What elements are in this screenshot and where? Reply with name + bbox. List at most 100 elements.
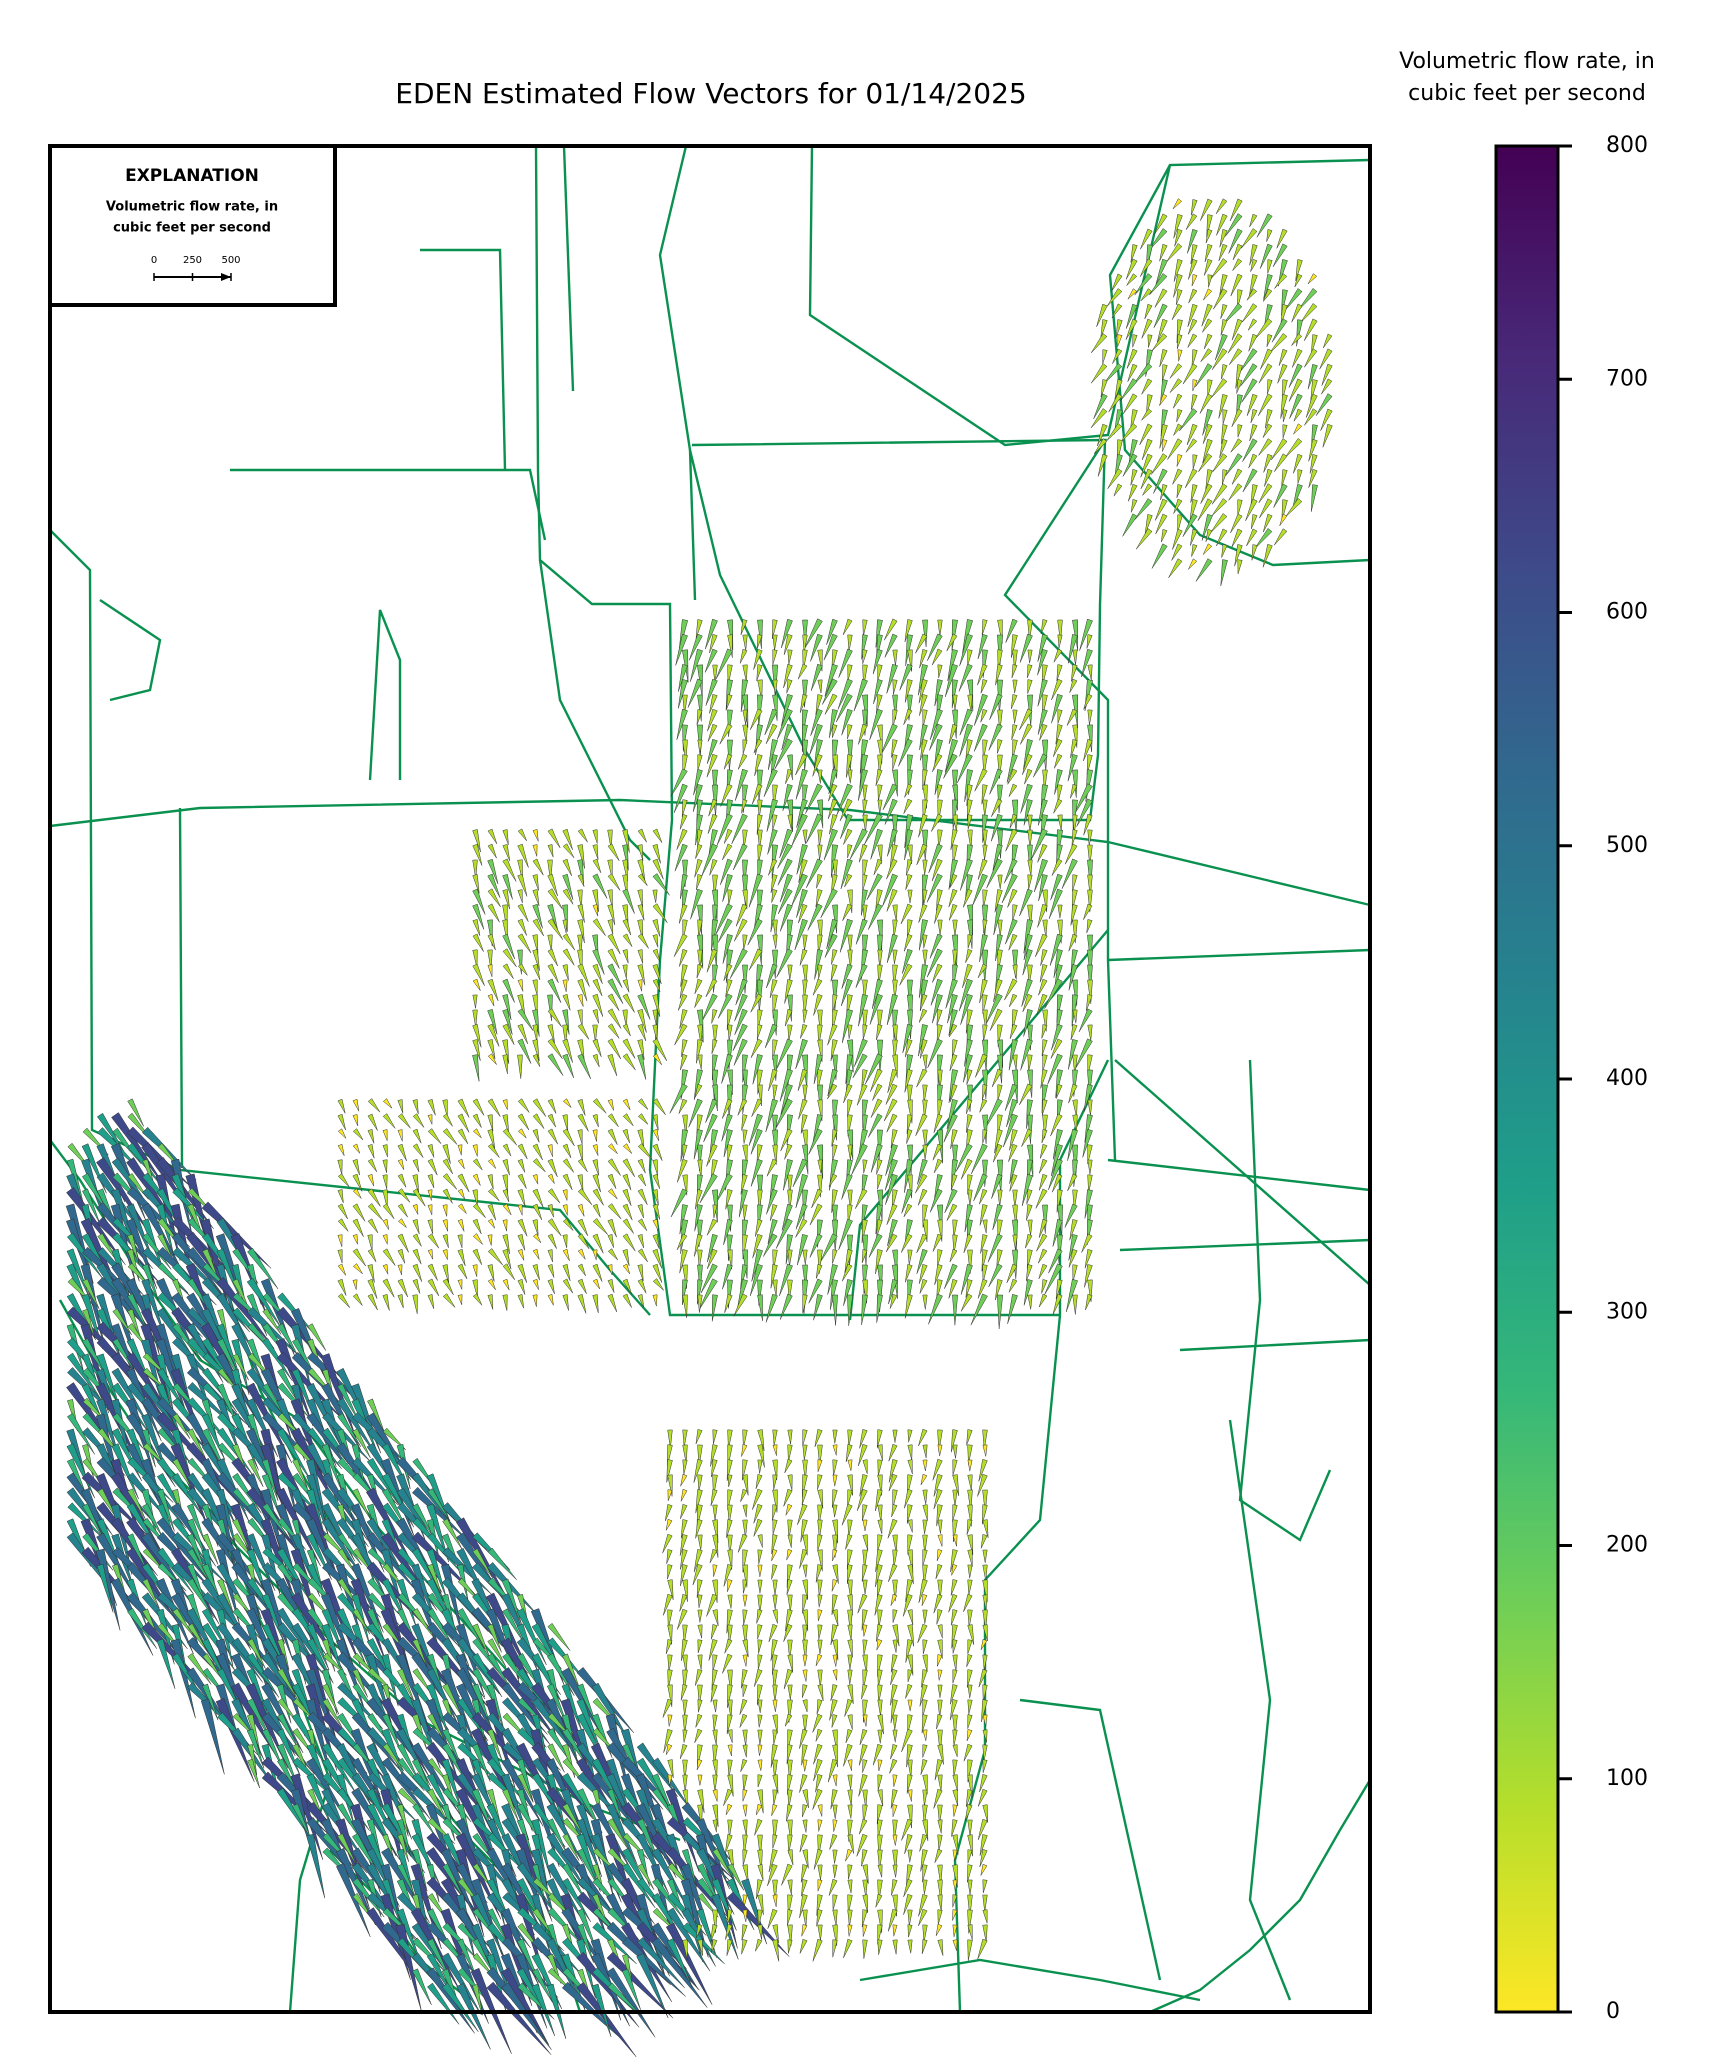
flow-arrow — [957, 753, 973, 784]
flow-arrow — [1172, 468, 1183, 485]
flow-arrow — [1173, 273, 1183, 298]
flow-arrow — [931, 813, 943, 832]
flow-arrow — [922, 769, 928, 790]
scale-tick-label: 0 — [151, 255, 157, 266]
flow-arrow — [922, 709, 928, 728]
flow-arrow — [757, 829, 763, 850]
colorbar-tick-label: 0 — [1606, 1999, 1620, 2024]
flow-arrow — [1321, 378, 1333, 395]
flow-arrow — [397, 1173, 407, 1188]
flow-arrow — [592, 1159, 600, 1176]
flow-arrow — [787, 1684, 793, 1700]
flow-arrow — [907, 1939, 913, 1954]
flow-arrow — [1057, 784, 1063, 803]
flow-arrow — [838, 648, 853, 678]
flow-arrow — [678, 1098, 688, 1114]
explanation-title: EXPLANATION — [125, 166, 259, 186]
flow-arrow — [774, 738, 793, 770]
flow-arrow — [877, 1939, 883, 1955]
flow-arrow — [695, 1669, 703, 1686]
flow-arrow — [622, 1218, 634, 1234]
flow-arrow — [695, 1713, 703, 1728]
flow-arrow — [412, 1158, 420, 1173]
flow-arrow — [875, 1893, 883, 1908]
flow-arrow — [905, 859, 913, 876]
flow-arrow — [948, 1009, 958, 1036]
flow-arrow — [1176, 409, 1183, 423]
flow-arrow — [1038, 1248, 1048, 1264]
flow-arrow — [907, 1924, 913, 1938]
flow-arrow — [1079, 618, 1093, 651]
flow-arrow — [637, 1294, 644, 1308]
flow-arrow — [427, 1294, 435, 1309]
flow-arrow — [798, 1098, 808, 1120]
flow-arrow — [637, 1143, 653, 1161]
flow-arrow — [1242, 438, 1258, 462]
flow-arrow — [801, 1924, 808, 1937]
flow-arrow — [862, 619, 868, 637]
flow-arrow — [980, 1863, 988, 1876]
flow-arrow — [1009, 1159, 1018, 1184]
flow-arrow — [678, 903, 688, 924]
flow-arrow — [1106, 288, 1123, 307]
flow-arrow — [1072, 1114, 1078, 1134]
flow-arrow — [949, 873, 958, 888]
flow-arrow — [337, 1098, 346, 1114]
flow-arrow — [1053, 949, 1063, 978]
flow-arrow — [1237, 559, 1243, 575]
flow-arrow — [742, 1774, 748, 1793]
flow-arrow — [847, 1024, 853, 1039]
flow-arrow — [1057, 904, 1063, 919]
flow-arrow — [1279, 513, 1288, 526]
flow-arrow — [841, 1009, 854, 1044]
flow-arrow — [457, 1203, 467, 1214]
flow-arrow — [1150, 453, 1168, 475]
flow-arrow — [502, 978, 515, 1003]
flow-arrow — [949, 1053, 958, 1071]
flow-arrow — [884, 618, 898, 641]
flow-arrow — [1230, 438, 1243, 453]
flow-arrow — [877, 664, 883, 682]
flow-arrow — [1308, 438, 1318, 462]
flow-arrow — [982, 1909, 988, 1924]
flow-arrow — [967, 1084, 973, 1112]
flow-arrow — [607, 948, 620, 969]
flow-arrow — [877, 799, 883, 814]
flow-arrow — [873, 679, 883, 704]
flow-arrow — [487, 1203, 497, 1221]
flow-arrow — [772, 634, 778, 651]
flow-arrow — [980, 1234, 988, 1254]
flow-arrow — [487, 1098, 501, 1117]
flow-arrow — [667, 1564, 673, 1580]
flow-arrow — [1247, 318, 1258, 331]
flow-arrow — [637, 1113, 649, 1125]
flow-arrow — [734, 918, 748, 942]
flow-arrow — [741, 799, 748, 814]
flow-arrow — [919, 724, 928, 750]
flow-arrow — [1086, 919, 1093, 934]
flow-arrow — [547, 1024, 555, 1043]
flow-arrow — [907, 1699, 913, 1712]
flow-arrow — [680, 1488, 688, 1502]
flow-arrow — [1166, 243, 1183, 263]
flow-arrow — [884, 1158, 898, 1191]
flow-arrow — [517, 963, 528, 976]
flow-arrow — [442, 1099, 448, 1118]
flow-arrow — [607, 1264, 613, 1276]
flow-arrow — [967, 1249, 973, 1274]
flow-arrow — [1087, 1159, 1093, 1175]
flow-arrow — [412, 1174, 420, 1194]
flow-arrow — [982, 1114, 988, 1144]
flow-arrow — [652, 873, 670, 896]
flow-arrow — [577, 828, 588, 843]
flow-arrow — [457, 1188, 466, 1200]
flow-arrow — [547, 844, 554, 858]
flow-arrow — [337, 1249, 343, 1264]
flow-arrow — [918, 679, 928, 704]
flow-arrow — [472, 1054, 480, 1082]
flow-arrow — [622, 1263, 631, 1275]
flow-arrow — [517, 1098, 530, 1113]
flow-arrow — [723, 828, 733, 844]
flow-arrow — [607, 889, 613, 909]
flow-arrow — [935, 1923, 943, 1936]
